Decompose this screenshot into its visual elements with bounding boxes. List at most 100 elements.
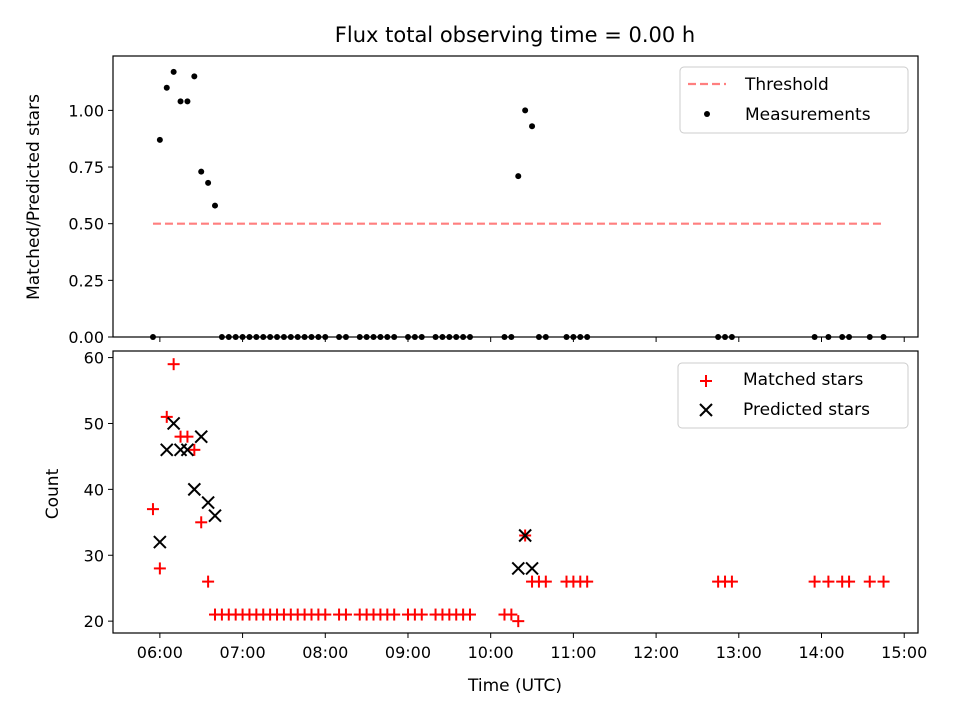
bottom-xtick-label: 06:00	[137, 643, 183, 662]
measurement-point	[163, 84, 170, 91]
matched-star-point	[160, 410, 173, 423]
bottom-legend: Matched stars Predicted stars	[677, 362, 909, 429]
legend-matched-swatch	[700, 375, 712, 387]
matched-star-point	[202, 575, 215, 588]
bottom-xtick-label: 08:00	[302, 643, 348, 662]
measurement-point	[570, 334, 577, 340]
measurement-point	[391, 334, 398, 340]
measurement-point	[384, 334, 391, 340]
bottom-ytick-label: 30	[84, 546, 104, 565]
matched-star-point	[725, 575, 738, 588]
legend-threshold-label: Threshold	[744, 75, 829, 95]
predicted-star-point	[153, 535, 167, 549]
predicted-star-point	[160, 443, 174, 457]
measurement-point	[846, 334, 853, 340]
matched-star-point	[863, 575, 876, 588]
predicted-star-point	[180, 443, 195, 457]
measurement-point	[315, 334, 322, 340]
top-ytick-label: 1.00	[68, 101, 104, 120]
measurement-point	[218, 334, 225, 340]
measurement-point	[880, 334, 887, 340]
measurement-point	[715, 334, 722, 340]
measurement-point	[542, 334, 549, 340]
matched-star-point	[808, 575, 821, 588]
measurement-point	[411, 334, 418, 340]
measurement-point	[508, 334, 515, 340]
matched-star-point	[415, 608, 428, 621]
matched-star-point	[581, 575, 594, 588]
matched-star-point	[146, 503, 159, 516]
predicted-star-point	[518, 528, 532, 543]
measurement-point	[722, 334, 729, 340]
bottom-xtick-label: 14:00	[798, 643, 844, 662]
measurement-point	[308, 334, 315, 340]
bottom-xtick-label: 09:00	[385, 643, 431, 662]
measurement-point	[336, 334, 343, 340]
measurement-point	[184, 98, 191, 105]
measurement-point	[404, 334, 411, 340]
bottom-ytick-label: 40	[84, 480, 104, 499]
measurement-point	[418, 334, 425, 340]
matched-star-point	[188, 443, 201, 456]
measurement-point	[225, 334, 232, 340]
matched-star-point	[339, 608, 352, 621]
measurement-point	[377, 334, 384, 340]
measurement-point	[198, 168, 205, 175]
measurement-point	[294, 334, 301, 340]
measurement-point	[866, 334, 873, 340]
legend-measurements-swatch	[704, 111, 710, 117]
bottom-y-axis-label: Count	[43, 468, 63, 519]
measurement-point	[322, 334, 329, 340]
measurement-point	[232, 334, 239, 340]
bottom-ytick-label: 50	[84, 414, 104, 433]
legend-predicted-label: Predicted stars	[743, 400, 870, 420]
top-ytick-label: 0.25	[68, 271, 104, 290]
top-ytick-label: 0.50	[68, 215, 104, 234]
measurement-point	[584, 334, 591, 340]
measurement-point	[239, 334, 246, 340]
matched-star-point	[181, 430, 194, 443]
predicted-star-point	[173, 443, 188, 457]
matched-star-point	[505, 608, 518, 621]
top-ytick-label: 0.75	[68, 158, 104, 177]
matched-star-point	[512, 615, 525, 628]
measurement-point	[460, 334, 467, 340]
measurement-point	[839, 334, 846, 340]
matched-star-point	[843, 575, 856, 588]
measurement-point	[280, 334, 287, 340]
measurement-point	[535, 334, 542, 340]
measurement-point	[515, 173, 522, 180]
legend-predicted-swatch	[699, 403, 713, 417]
measurement-point	[522, 107, 529, 114]
measurement-point	[267, 334, 274, 340]
measurement-point	[446, 334, 453, 340]
chart-title: Flux total observing time = 0.00 h	[335, 23, 695, 47]
measurement-point	[205, 179, 212, 186]
measurement-point	[342, 334, 349, 340]
measurement-point	[301, 334, 308, 340]
measurement-point	[577, 334, 584, 340]
measurement-point	[563, 334, 570, 340]
matched-star-point	[153, 562, 166, 575]
matched-star-point	[167, 358, 180, 371]
measurement-point	[432, 334, 439, 340]
bottom-xtick-label: 13:00	[716, 643, 762, 662]
bottom-xtick-label: 11:00	[550, 643, 596, 662]
matched-star-point	[539, 575, 552, 588]
bottom-axes-frame	[112, 350, 919, 634]
measurement-point	[253, 334, 260, 340]
measurement-point	[356, 334, 363, 340]
matched-star-point	[464, 608, 477, 621]
predicted-star-point	[194, 429, 208, 444]
measurement-point	[260, 334, 267, 340]
matched-star-point	[195, 516, 208, 529]
matched-star-point	[388, 608, 401, 621]
measurement-point	[274, 334, 281, 340]
measurement-point	[149, 334, 156, 340]
measurement-point	[467, 334, 474, 340]
matched-star-point	[877, 575, 890, 588]
measurement-point	[156, 136, 163, 143]
predicted-star-point	[166, 416, 181, 431]
predicted-star-point	[511, 561, 525, 576]
